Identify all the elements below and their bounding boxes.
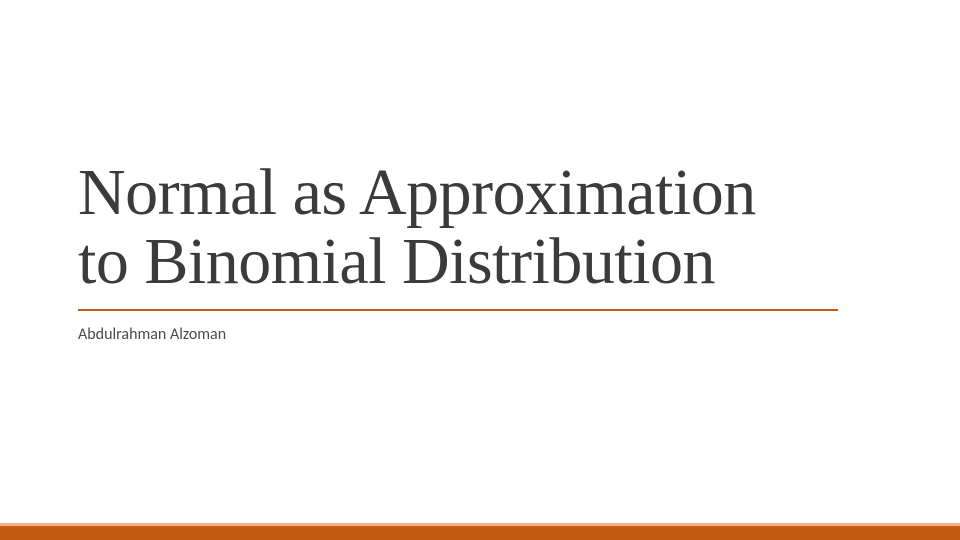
author-name: Abdulrahman Alzoman [78,325,878,344]
title-line-2: to Binomial Distribution [78,225,715,298]
slide-content: Normal as Approximation to Binomial Dist… [78,158,878,344]
bottom-bar [0,523,960,540]
slide-title: Normal as Approximation to Binomial Dist… [78,158,878,297]
title-line-1: Normal as Approximation [78,156,756,229]
bottom-bar-main [0,526,960,540]
title-underline [78,309,838,311]
